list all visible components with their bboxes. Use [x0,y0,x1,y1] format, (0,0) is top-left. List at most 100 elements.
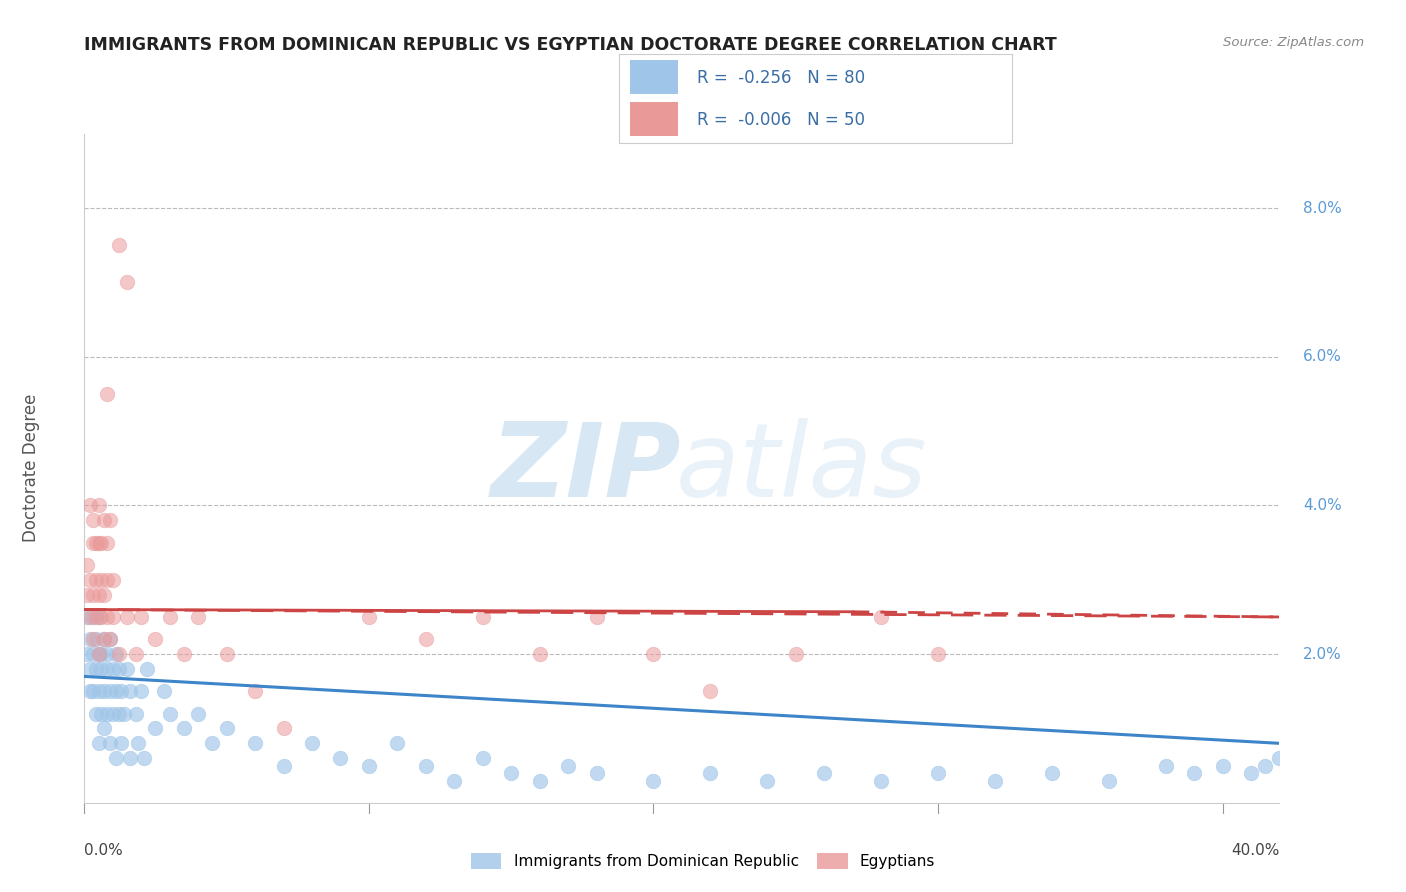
Point [443,773,465,788]
Point [93,722,115,736]
Point [79,662,101,676]
Text: 0.0%: 0.0% [84,843,124,858]
Point [557,758,579,772]
Point [1154,758,1177,772]
FancyBboxPatch shape [630,102,678,136]
Point [273,758,295,772]
Point [785,647,807,661]
Legend: Immigrants from Dominican Republic, Egyptians: Immigrants from Dominican Republic, Egyp… [465,847,941,875]
Point [927,647,949,661]
Point [93,513,115,527]
Point [110,684,132,698]
Point [82,513,104,527]
Point [82,647,104,661]
Point [87,647,110,661]
Point [79,632,101,647]
Point [870,610,893,624]
Point [90,535,112,549]
Point [115,662,138,676]
Point [115,276,138,290]
Point [90,662,112,676]
Point [96,647,118,661]
Point [159,706,181,721]
Point [329,751,352,765]
Point [173,722,195,736]
Point [98,736,121,750]
Point [101,706,124,721]
Point [153,684,176,698]
Point [643,647,665,661]
Point [96,573,118,587]
Point [187,706,209,721]
Point [98,684,121,698]
Point [82,610,104,624]
Point [529,773,551,788]
Point [96,387,118,401]
Point [118,684,141,698]
Point [129,610,152,624]
Point [90,573,112,587]
Point [1268,751,1291,765]
Point [98,632,121,647]
Point [1212,758,1234,772]
Point [357,758,380,772]
Point [1040,766,1063,780]
Point [187,610,209,624]
Point [471,751,494,765]
Point [1254,758,1277,772]
Point [98,632,121,647]
Point [585,610,607,624]
Point [471,610,494,624]
Point [201,736,224,750]
Text: 8.0%: 8.0% [1303,201,1343,216]
Point [145,722,167,736]
Point [76,610,98,624]
Text: 40.0%: 40.0% [1232,843,1279,858]
Point [215,722,238,736]
Point [93,632,115,647]
Point [927,766,949,780]
Point [585,766,607,780]
Point [124,647,146,661]
Point [124,706,146,721]
Point [87,588,110,602]
Point [90,610,112,624]
Point [84,632,107,647]
Point [87,535,110,549]
Point [87,647,110,661]
Point [87,610,110,624]
Point [357,610,380,624]
Point [101,662,124,676]
Point [415,632,437,647]
Point [87,499,110,513]
Text: Source: ZipAtlas.com: Source: ZipAtlas.com [1223,36,1364,49]
Point [112,706,135,721]
Point [699,684,721,698]
Point [82,632,104,647]
Point [643,773,665,788]
Point [96,706,118,721]
Point [243,736,266,750]
Point [93,632,115,647]
Point [79,610,101,624]
FancyBboxPatch shape [630,60,678,94]
Point [84,706,107,721]
Point [127,736,149,750]
Point [107,238,129,252]
Text: 6.0%: 6.0% [1303,350,1343,364]
Point [96,610,118,624]
Text: IMMIGRANTS FROM DOMINICAN REPUBLIC VS EGYPTIAN DOCTORATE DEGREE CORRELATION CHAR: IMMIGRANTS FROM DOMINICAN REPUBLIC VS EG… [84,36,1057,54]
Text: ZIP: ZIP [491,417,682,519]
Point [243,684,266,698]
Text: 4.0%: 4.0% [1303,498,1343,513]
Point [107,706,129,721]
Point [215,647,238,661]
Point [90,706,112,721]
Point [76,558,98,572]
Point [136,662,159,676]
Point [756,773,779,788]
Point [1240,766,1263,780]
Point [79,684,101,698]
Point [104,684,127,698]
Point [110,736,132,750]
